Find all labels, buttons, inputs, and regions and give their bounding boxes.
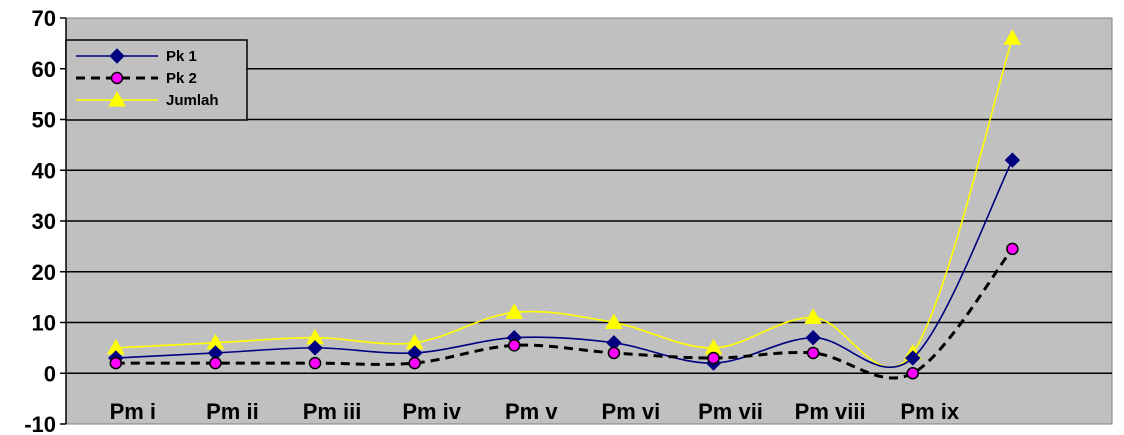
legend-label: Pk 1	[166, 48, 197, 65]
series-line	[115, 159, 1014, 369]
x-tick-label: Pm viii	[795, 399, 866, 424]
data-point	[906, 367, 920, 380]
data-point	[408, 356, 421, 370]
x-tick-label: Pm ix	[900, 399, 959, 424]
x-tick-label: Pm vi	[602, 399, 661, 424]
y-tick-label: 40	[32, 158, 56, 183]
legend: Pk 1 Pk 2 Jumlah	[65, 39, 248, 121]
x-axis-labels: Pm i Pm ii Pm iii Pm iv Pm v Pm vi Pm vii Pm vi…	[110, 399, 960, 424]
y-tick-label: 0	[44, 361, 56, 386]
y-tick-label: 50	[32, 108, 56, 133]
x-tick-label: Pm vii	[698, 399, 763, 424]
x-tick-label: Pm ii	[206, 399, 259, 424]
x-tick-label: Pm v	[505, 399, 558, 424]
series-group	[106, 29, 1022, 380]
y-tick-label: 30	[32, 209, 56, 234]
legend-label: Jumlah	[166, 92, 219, 109]
data-point	[308, 356, 322, 370]
data-point	[209, 356, 222, 370]
data-point	[1004, 152, 1021, 168]
y-tick-label: -10	[24, 412, 56, 435]
series-pk-2	[109, 242, 1019, 380]
series-line	[115, 247, 1014, 380]
x-tick-label: Pm iii	[303, 399, 362, 424]
y-tick-label: 10	[32, 311, 56, 336]
data-point	[905, 350, 921, 366]
data-point	[505, 303, 524, 319]
x-tick-label: Pm iv	[402, 399, 461, 424]
data-point	[1003, 29, 1022, 45]
y-tick-label: 70	[32, 6, 56, 31]
data-point	[307, 340, 323, 356]
data-point	[805, 330, 821, 346]
data-point	[804, 308, 823, 324]
legend-marker	[110, 71, 124, 85]
data-point	[707, 351, 720, 365]
legend-marker	[109, 48, 125, 64]
data-point	[806, 346, 820, 360]
data-point	[605, 313, 623, 329]
x-tick-label: Pm i	[110, 399, 156, 424]
legend-marker	[108, 90, 126, 107]
y-tick-label: 60	[32, 57, 56, 82]
data-point	[508, 339, 521, 352]
y-axis-ticks: -10 0 10 20 30 40 50 60 70	[24, 6, 66, 435]
data-point	[607, 346, 621, 360]
data-point	[109, 356, 123, 370]
y-tick-label: 20	[32, 260, 56, 285]
legend-label: Pk 2	[166, 70, 197, 87]
legend-box	[65, 39, 248, 121]
data-point	[1006, 242, 1019, 256]
